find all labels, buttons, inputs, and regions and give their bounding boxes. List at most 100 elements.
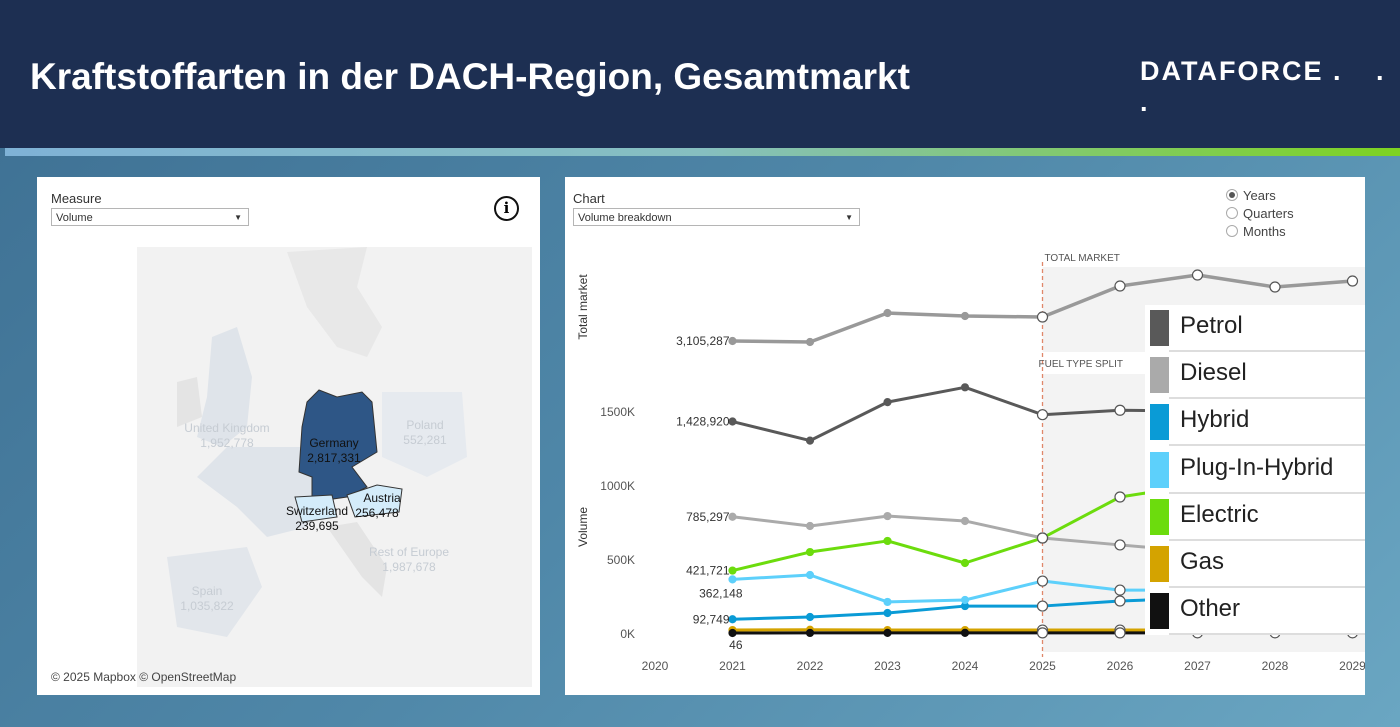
x-tick-label: 2028 <box>1262 659 1289 673</box>
chart-panel: Chart Volume breakdown ▼ Years Quarters M… <box>565 177 1365 695</box>
measure-dropdown[interactable]: Volume ▼ <box>51 208 249 226</box>
radio-quarters[interactable]: Quarters <box>1226 206 1294 221</box>
country-spain <box>167 547 262 637</box>
map-label-uk: United Kingdom <box>184 421 269 435</box>
y-axis-label-total: Total market <box>576 274 590 340</box>
legend-label: Diesel <box>1180 359 1247 387</box>
map-label-rest-of-europe: Rest of Europe <box>369 545 449 559</box>
radio-icon <box>1226 207 1238 219</box>
legend-swatch <box>1150 546 1169 582</box>
legend-swatch <box>1150 451 1169 488</box>
map[interactable]: Germany 2,817,331 Switzerland 239,695 Au… <box>37 177 540 695</box>
start-label-plug-in-hybrid: 362,148 <box>699 586 743 600</box>
map-value-poland: 552,281 <box>403 433 447 447</box>
data-point-hybrid <box>1036 600 1049 612</box>
legend-item-petrol[interactable]: Petrol <box>1145 305 1365 352</box>
info-icon[interactable]: i <box>494 196 519 221</box>
legend-item-gas[interactable]: Gas <box>1145 541 1365 588</box>
radio-years[interactable]: Years <box>1226 188 1276 203</box>
data-point-plug-in-hybrid <box>883 597 892 607</box>
data-point-petrol <box>1036 409 1049 421</box>
data-point-plug-in-hybrid <box>805 570 815 580</box>
data-point-petrol <box>728 417 737 426</box>
x-tick-label: 2022 <box>797 659 824 673</box>
data-point-petrol <box>960 383 970 392</box>
section-label-split: FUEL TYPE SPLIT <box>1039 359 1123 370</box>
data-point-plug-in-hybrid <box>1036 575 1049 587</box>
radio-selected-icon <box>1226 189 1238 201</box>
legend-swatch <box>1150 593 1169 630</box>
y-tick-label: 1000K <box>600 479 635 493</box>
start-label-hybrid: 92,749 <box>693 612 730 626</box>
legend-item-electric[interactable]: Electric <box>1145 494 1365 541</box>
map-attribution[interactable]: © 2025 Mapbox © OpenStreetMap <box>51 670 237 684</box>
data-point-diesel <box>960 516 970 526</box>
x-tick-label: 2029 <box>1339 659 1365 673</box>
data-point-electric <box>1114 491 1126 503</box>
map-label-spain: Spain <box>192 584 223 598</box>
legend-swatch <box>1150 310 1169 346</box>
radio-months[interactable]: Months <box>1226 224 1286 239</box>
data-point-petrol <box>883 398 892 407</box>
data-point-electric <box>805 547 815 557</box>
data-point-petrol <box>1114 404 1126 416</box>
data-point-total-market <box>1114 280 1126 292</box>
start-label-other: 46 <box>729 638 743 652</box>
legend-item-diesel[interactable]: Diesel <box>1145 352 1365 400</box>
scandinavia <box>287 247 382 357</box>
x-tick-label: 2021 <box>719 659 746 673</box>
country-ireland <box>177 377 202 427</box>
legend-item-hybrid[interactable]: Hybrid <box>1145 399 1365 447</box>
x-tick-label: 2026 <box>1107 659 1134 673</box>
y-axis-label-volume: Volume <box>576 507 590 547</box>
country-austria[interactable] <box>346 484 403 518</box>
country-uk <box>197 327 252 447</box>
map-panel: Measure Volume ▼ i Germany 2,817,331 Swit… <box>37 177 540 695</box>
data-point-petrol <box>805 436 815 445</box>
section-label-total: TOTAL MARKET <box>1045 253 1120 264</box>
legend-divider <box>1169 586 1365 588</box>
legend: Petrol Diesel Hybrid Plug-In-Hybrid Electric… <box>1145 305 1365 636</box>
start-label-diesel: 785,297 <box>686 510 730 524</box>
y-tick-label: 0K <box>620 627 635 641</box>
chart-label: Chart <box>573 191 605 206</box>
data-point-hybrid <box>1114 595 1126 607</box>
data-point-electric <box>1036 532 1049 544</box>
legend-item-other[interactable]: Other <box>1145 588 1365 636</box>
x-tick-label: 2027 <box>1184 659 1211 673</box>
data-point-plug-in-hybrid <box>1114 584 1126 596</box>
legend-item-plug-in-hybrid[interactable]: Plug-In-Hybrid <box>1145 447 1365 494</box>
map-value-rest-of-europe: 1,987,678 <box>382 560 436 574</box>
map-label-poland: Poland <box>406 418 443 432</box>
data-point-total-market <box>1269 281 1281 293</box>
map-value-austria: 256,478 <box>355 506 399 520</box>
start-label-total: 3,105,287 <box>676 334 730 348</box>
legend-label: Hybrid <box>1180 406 1250 434</box>
legend-label: Gas <box>1180 548 1225 575</box>
map-value-germany: 2,817,331 <box>307 451 361 465</box>
data-point-electric <box>728 566 737 575</box>
legend-divider <box>1169 491 1365 494</box>
chevron-down-icon: ▼ <box>234 213 242 222</box>
data-point-other <box>1036 627 1049 639</box>
data-point-other <box>960 628 970 637</box>
map-label-germany: Germany <box>309 436 358 450</box>
data-point-other <box>728 628 737 638</box>
start-label-petrol: 1,428,920 <box>676 415 730 429</box>
legend-swatch <box>1150 498 1169 535</box>
legend-label: Petrol <box>1180 312 1243 339</box>
data-point-hybrid <box>805 612 815 622</box>
data-point-diesel <box>728 512 737 521</box>
country-switzerland[interactable] <box>294 494 338 523</box>
legend-label: Electric <box>1180 500 1259 528</box>
map-value-switzerland: 239,695 <box>295 519 339 533</box>
start-label-electric: 421,721 <box>686 564 730 578</box>
chart-dropdown[interactable]: Volume breakdown ▼ <box>573 208 860 226</box>
x-tick-label: 2023 <box>874 659 901 673</box>
data-point-other <box>1114 627 1126 639</box>
x-tick-label: 2020 <box>642 659 669 673</box>
data-point-total-market <box>1036 311 1049 323</box>
map-value-uk: 1,952,778 <box>200 436 254 450</box>
radio-icon <box>1226 225 1238 237</box>
legend-divider <box>1169 397 1365 400</box>
